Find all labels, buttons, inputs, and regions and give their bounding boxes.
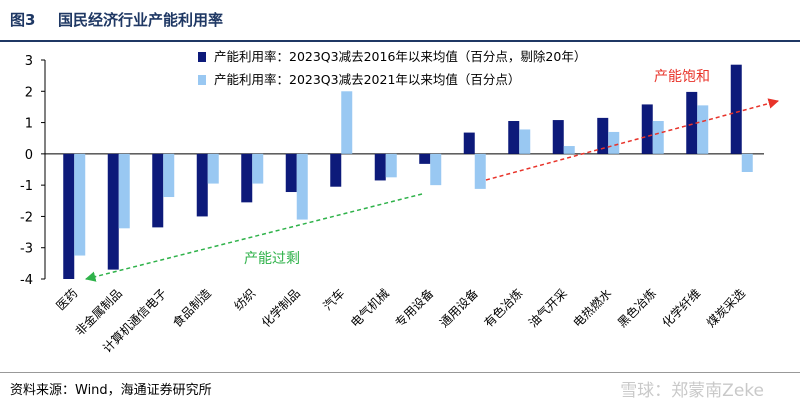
bar-series2: [697, 105, 709, 154]
y-tick-label: 0: [25, 148, 33, 163]
bar-series2: [296, 153, 308, 220]
bar-series1: [419, 153, 431, 164]
watermark: 雪球：郑蒙南Zeke: [620, 381, 764, 401]
y-tick-label: -2: [20, 210, 33, 225]
bar-series1: [330, 153, 342, 187]
overcapacity-arrow: [84, 193, 423, 282]
y-tick-label: -4: [20, 273, 33, 288]
x-tick-label: 食品制造: [169, 286, 214, 331]
annotation-saturation: 产能饱和: [654, 69, 710, 85]
bar-series2: [608, 131, 620, 154]
y-tick-label: 2: [25, 85, 33, 100]
x-tick-label: 化学纤维: [659, 286, 704, 331]
y-tick-label: 3: [25, 54, 33, 69]
figure-title: 国民经济行业产能利用率: [58, 11, 224, 29]
bar-series1: [552, 120, 564, 154]
bar-series1: [641, 104, 653, 154]
legend-swatch: [198, 75, 206, 85]
bar-series2: [118, 153, 130, 229]
x-tick-label: 专用设备: [392, 286, 437, 331]
bar-series2: [519, 129, 531, 154]
bar-series1: [63, 153, 75, 279]
bar-series2: [163, 153, 175, 198]
bar-series1: [730, 64, 742, 154]
bar-series1: [107, 153, 119, 270]
figure-footer: 资料来源：Wind，海通证券研究所 雪球：郑蒙南Zeke: [0, 372, 800, 401]
annotation-overcapacity: 产能过剩: [244, 251, 300, 267]
x-tick-label: 化学制品: [258, 286, 303, 331]
bar-series1: [686, 91, 698, 154]
x-tick-label: 医药: [53, 286, 80, 313]
bar-series2: [652, 121, 664, 154]
bar-series2: [207, 153, 219, 184]
y-tick-label: -1: [20, 179, 33, 194]
bar-chart: 3 2 1 0 -1 -2 -3 -4 医药非金属制品计算机通信电子 食品制造 纺织 化学制品 汽车电…: [20, 49, 780, 356]
legend-label: 产能利用率：2023Q3减去2021年以来均值（百分点）: [214, 72, 520, 87]
bar-series2: [341, 91, 353, 154]
bar-series1: [374, 153, 386, 181]
x-tick-label: 煤炭采选: [704, 286, 748, 330]
bar-series2: [74, 153, 86, 256]
bar-series1: [508, 121, 520, 154]
figure-number: 图3: [10, 11, 36, 29]
x-tick-label: 通用设备: [437, 286, 481, 330]
bar-series2: [563, 146, 575, 154]
x-tick-label: 电热燃水: [570, 286, 615, 331]
legend: 产能利用率：2023Q3减去2016年以来均值（百分点，剔除20年） 产能利用率：…: [198, 49, 586, 87]
x-tick-label: 纺织: [231, 286, 258, 313]
source-note: 资料来源：Wind，海通证券研究所: [10, 383, 212, 398]
legend-label: 产能利用率：2023Q3减去2016年以来均值（百分点，剔除20年）: [214, 49, 586, 64]
bar-series1: [152, 153, 164, 228]
legend-swatch: [198, 52, 206, 62]
axis-layer: 3 2 1 0 -1 -2 -3 -4: [20, 54, 764, 288]
bar-series1: [241, 153, 253, 203]
figure-header: 图3 国民经济行业产能利用率: [0, 0, 800, 42]
bar-series1: [463, 132, 475, 154]
bars-layer: [63, 64, 753, 279]
bar-series2: [385, 153, 397, 178]
bar-series2: [741, 153, 753, 173]
x-tick-label: 汽车: [320, 286, 348, 314]
bar-series1: [597, 117, 609, 154]
x-tick-label: 油气开采: [525, 286, 570, 331]
bar-series1: [196, 153, 208, 217]
bar-series2: [252, 153, 264, 184]
y-tick-label: 1: [25, 117, 33, 132]
bar-series1: [285, 153, 297, 193]
y-tick-label: -3: [20, 242, 33, 257]
x-tick-label: 黑色冶炼: [614, 286, 659, 331]
x-tick-label: 电气机械: [347, 286, 392, 331]
bar-series2: [474, 153, 486, 189]
saturation-arrow: [485, 98, 780, 181]
x-tick-label: 有色冶炼: [481, 286, 526, 331]
bar-series2: [430, 153, 442, 186]
